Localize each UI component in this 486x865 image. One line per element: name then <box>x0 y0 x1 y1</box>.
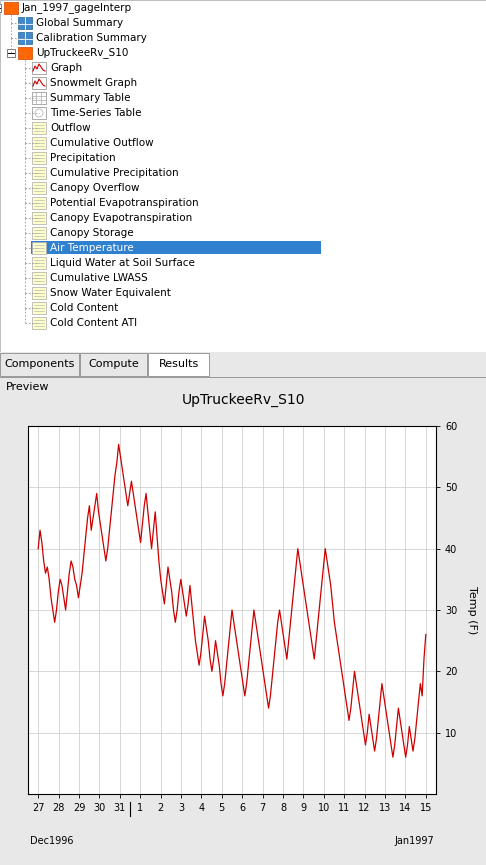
Text: Dec1996: Dec1996 <box>30 836 73 846</box>
Text: Cold Content ATI: Cold Content ATI <box>50 318 137 328</box>
Text: Liquid Water at Soil Surface: Liquid Water at Soil Surface <box>50 258 195 268</box>
FancyBboxPatch shape <box>32 182 46 194</box>
FancyBboxPatch shape <box>7 49 15 57</box>
Text: Snowmelt Graph: Snowmelt Graph <box>50 78 137 88</box>
FancyBboxPatch shape <box>32 227 46 239</box>
FancyBboxPatch shape <box>32 92 46 104</box>
Text: Cumulative Precipitation: Cumulative Precipitation <box>50 168 179 178</box>
FancyBboxPatch shape <box>31 241 321 254</box>
Text: Air Temperature: Air Temperature <box>50 243 134 253</box>
FancyBboxPatch shape <box>32 62 46 74</box>
Text: Precipitation: Precipitation <box>50 153 116 163</box>
Text: Components: Components <box>5 359 75 369</box>
FancyBboxPatch shape <box>4 2 18 14</box>
FancyBboxPatch shape <box>32 107 46 119</box>
Text: Jan1997: Jan1997 <box>394 836 434 846</box>
Text: Summary Table: Summary Table <box>50 93 131 103</box>
FancyBboxPatch shape <box>32 197 46 209</box>
FancyBboxPatch shape <box>32 122 46 134</box>
Text: Calibration Summary: Calibration Summary <box>36 33 147 43</box>
FancyBboxPatch shape <box>32 242 46 254</box>
FancyBboxPatch shape <box>32 167 46 179</box>
FancyBboxPatch shape <box>32 257 46 269</box>
FancyBboxPatch shape <box>32 302 46 314</box>
Text: Potential Evapotranspiration: Potential Evapotranspiration <box>50 198 199 208</box>
Text: Cold Content: Cold Content <box>50 303 118 313</box>
Text: Jan_1997_gageInterp: Jan_1997_gageInterp <box>22 3 132 14</box>
Text: Outflow: Outflow <box>50 123 90 133</box>
Text: Snow Water Equivalent: Snow Water Equivalent <box>50 288 171 298</box>
Text: Canopy Storage: Canopy Storage <box>50 228 134 238</box>
Text: Canopy Overflow: Canopy Overflow <box>50 183 139 193</box>
Text: UpTruckeeRv_S10: UpTruckeeRv_S10 <box>36 48 128 59</box>
FancyBboxPatch shape <box>32 212 46 224</box>
Text: Results: Results <box>159 359 199 369</box>
FancyBboxPatch shape <box>32 152 46 164</box>
FancyBboxPatch shape <box>148 353 209 376</box>
FancyBboxPatch shape <box>32 272 46 284</box>
FancyBboxPatch shape <box>0 0 486 352</box>
FancyBboxPatch shape <box>18 32 32 44</box>
Text: Cumulative Outflow: Cumulative Outflow <box>50 138 154 148</box>
FancyBboxPatch shape <box>18 17 32 29</box>
Text: Cumulative LWASS: Cumulative LWASS <box>50 273 148 283</box>
FancyBboxPatch shape <box>32 287 46 299</box>
Text: UpTruckeeRv_S10: UpTruckeeRv_S10 <box>181 393 305 407</box>
Y-axis label: Temp (F): Temp (F) <box>467 586 477 634</box>
Text: Global Summary: Global Summary <box>36 18 123 28</box>
FancyBboxPatch shape <box>80 353 147 376</box>
FancyBboxPatch shape <box>0 4 1 12</box>
Text: Compute: Compute <box>88 359 139 369</box>
Text: Graph: Graph <box>50 63 82 73</box>
FancyBboxPatch shape <box>32 317 46 329</box>
FancyBboxPatch shape <box>0 353 79 376</box>
FancyBboxPatch shape <box>32 77 46 89</box>
Text: Preview: Preview <box>6 382 50 392</box>
Text: Time-Series Table: Time-Series Table <box>50 108 141 118</box>
FancyBboxPatch shape <box>32 137 46 149</box>
FancyBboxPatch shape <box>18 47 32 59</box>
Text: Canopy Evapotranspiration: Canopy Evapotranspiration <box>50 213 192 223</box>
